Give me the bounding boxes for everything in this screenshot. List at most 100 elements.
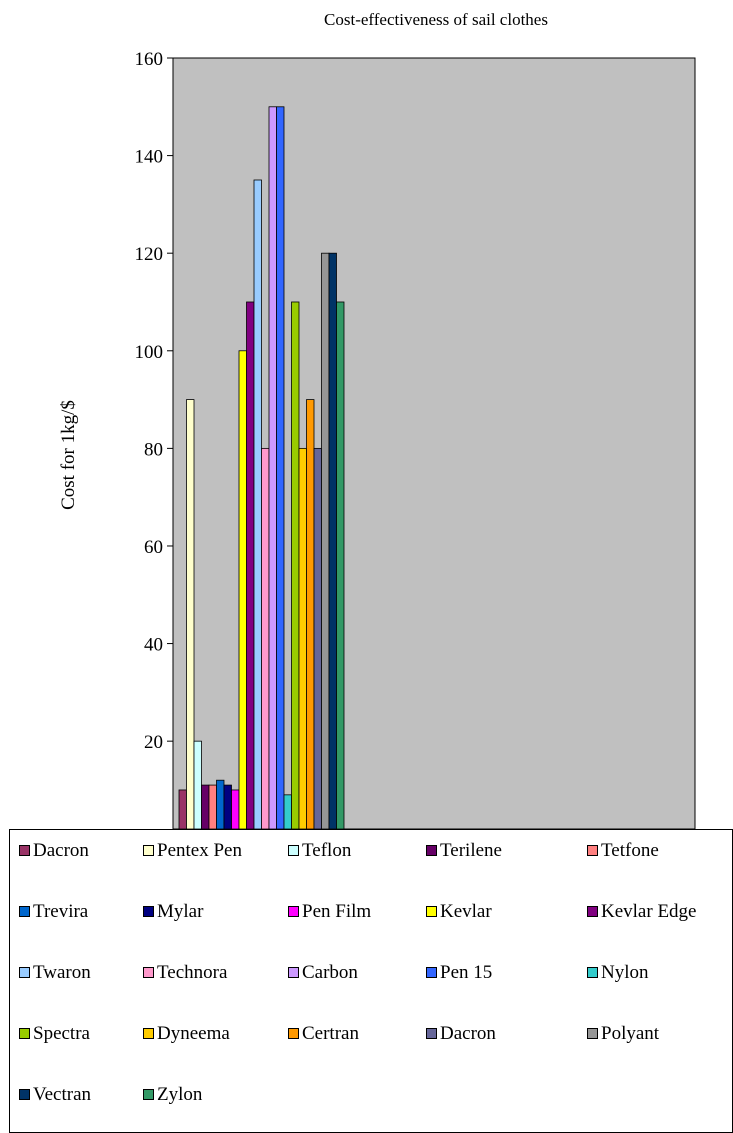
- y-tick-label: 80: [144, 439, 163, 460]
- y-tick-label: 20: [144, 732, 163, 753]
- bar-nylon: [283, 794, 292, 829]
- legend-swatch: [19, 967, 30, 978]
- legend-label: Pen 15: [440, 962, 493, 983]
- legend-item: Zylon: [143, 1085, 202, 1104]
- legend-swatch: [143, 1089, 154, 1100]
- legend-swatch: [288, 845, 299, 856]
- legend-label: Dacron: [440, 1023, 496, 1044]
- legend-swatch: [288, 967, 299, 978]
- y-tick-label: 140: [135, 147, 164, 168]
- legend-swatch: [19, 1089, 30, 1100]
- legend-item: Terilene: [426, 841, 502, 860]
- legend-label: Kevlar: [440, 901, 492, 922]
- legend-swatch: [426, 967, 437, 978]
- legend-label: Twaron: [33, 962, 91, 983]
- legend-swatch: [143, 906, 154, 917]
- legend-label: Polyant: [601, 1023, 660, 1044]
- bars: [178, 106, 345, 829]
- legend-item: Technora: [143, 963, 227, 982]
- bar-pen-15: [276, 106, 285, 829]
- bar-carbon: [268, 106, 277, 829]
- legend-swatch: [288, 906, 299, 917]
- legend-swatch: [426, 1028, 437, 1039]
- legend-item: Polyant: [587, 1024, 659, 1043]
- bar-zylon: [336, 301, 345, 829]
- legend-swatch: [19, 906, 30, 917]
- legend-swatch: [587, 906, 598, 917]
- legend-item: Tetfone: [587, 841, 659, 860]
- bar-mylar: [223, 784, 232, 829]
- y-tick-label: 60: [144, 537, 163, 558]
- bar-terilene: [201, 784, 210, 829]
- legend-swatch: [19, 1028, 30, 1039]
- legend-item: Mylar: [143, 902, 203, 921]
- bar-twaron: [253, 179, 262, 829]
- legend-label: Terilene: [440, 840, 502, 861]
- legend-swatch: [587, 967, 598, 978]
- legend-item: Dacron: [19, 841, 89, 860]
- legend-label: Technora: [157, 962, 228, 983]
- legend-swatch: [143, 967, 154, 978]
- bar-pentex-pen: [186, 399, 195, 829]
- legend-label: Teflon: [302, 840, 352, 861]
- bar-teflon: [193, 740, 202, 829]
- legend-label: Pentex Pen: [157, 840, 242, 861]
- y-tick-label: 40: [144, 635, 163, 656]
- chart-title: Cost-effectiveness of sail clothes: [324, 10, 548, 29]
- bar-pen-film: [231, 789, 240, 829]
- legend-item: Dyneema: [143, 1024, 230, 1043]
- bar-dacron: [313, 447, 322, 829]
- legend-item: Nylon: [587, 963, 649, 982]
- legend-label: Dyneema: [157, 1023, 230, 1044]
- bar-tetfone: [208, 784, 217, 829]
- legend-swatch: [426, 906, 437, 917]
- legend-swatch: [143, 1028, 154, 1039]
- y-axis: 20 40 60 80 100 120 140 160: [135, 49, 173, 753]
- legend-item: Pen 15: [426, 963, 492, 982]
- bar-vectran: [328, 252, 337, 829]
- legend-label: Spectra: [33, 1023, 90, 1044]
- legend-item: Kevlar: [426, 902, 492, 921]
- legend-item: Certran: [288, 1024, 359, 1043]
- legend-item: Dacron: [426, 1024, 496, 1043]
- bar-trevira: [216, 779, 225, 829]
- legend-item: Carbon: [288, 963, 358, 982]
- legend-label: Pen Film: [302, 901, 372, 922]
- y-tick-label: 160: [135, 49, 164, 70]
- bar-kevlar: [238, 350, 247, 829]
- legend-swatch: [426, 845, 437, 856]
- legend-swatch: [19, 845, 30, 856]
- chart: Cost-effectiveness of sail clothes 20 40 6…: [58, 10, 696, 829]
- y-tick-label: 100: [135, 342, 164, 363]
- y-axis-label: Cost for 1kg/$: [58, 400, 79, 510]
- bar-technora: [261, 447, 270, 829]
- legend-label: Zylon: [157, 1084, 203, 1105]
- legend-swatch: [587, 845, 598, 856]
- legend-label: Certran: [302, 1023, 359, 1044]
- bar-spectra: [291, 301, 300, 829]
- legend-label: Kevlar Edge: [601, 901, 697, 922]
- legend-label: Vectran: [33, 1084, 92, 1105]
- legend-item: Pentex Pen: [143, 841, 242, 860]
- legend-item: Pen Film: [288, 902, 371, 921]
- bar-dacron: [178, 789, 187, 829]
- legend-item: Spectra: [19, 1024, 90, 1043]
- legend-label: Dacron: [33, 840, 89, 861]
- bar-dyneema: [298, 447, 307, 829]
- legend-item: Vectran: [19, 1085, 91, 1104]
- legend-item: Twaron: [19, 963, 91, 982]
- legend-label: Trevira: [33, 901, 89, 922]
- legend-label: Nylon: [601, 962, 649, 983]
- y-tick-label: 120: [135, 244, 164, 265]
- legend-swatch: [143, 845, 154, 856]
- bar-certran: [306, 399, 315, 829]
- legend-label: Carbon: [302, 962, 358, 983]
- legend-swatch: [288, 1028, 299, 1039]
- bar-polyant: [321, 252, 330, 829]
- legend-item: Kevlar Edge: [587, 902, 696, 921]
- legend-swatch: [587, 1028, 598, 1039]
- legend-label: Tetfone: [601, 840, 659, 861]
- bar-kevlar-edge: [246, 301, 255, 829]
- legend-label: Mylar: [157, 901, 204, 922]
- legend: Dacron Pentex Pen Teflon Terilene Tetfone Tre…: [9, 829, 733, 1133]
